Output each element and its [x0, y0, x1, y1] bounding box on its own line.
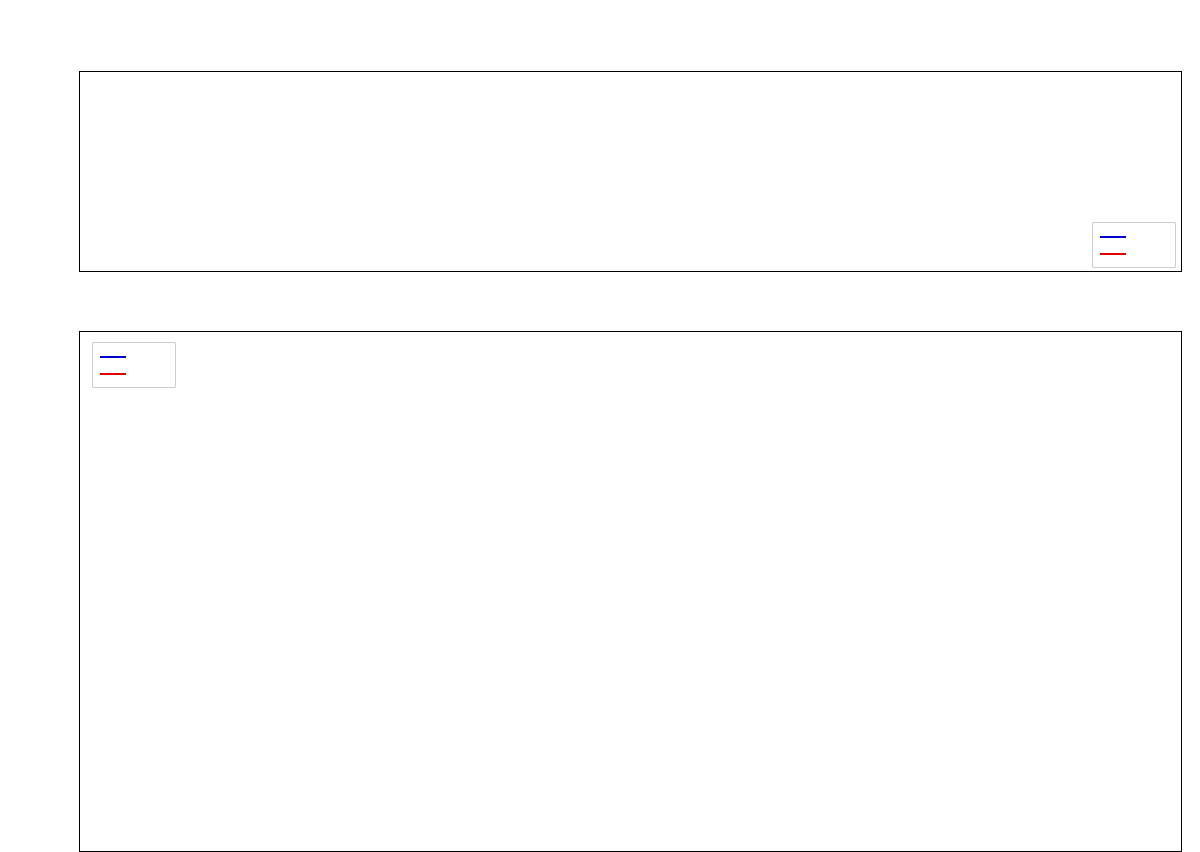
legend-swatch-high: [1100, 235, 1126, 238]
legend-row-low: [100, 365, 168, 382]
legend-swatch-low: [1100, 252, 1126, 255]
legend-row-high: [1100, 228, 1168, 245]
legend-row-high: [100, 348, 168, 365]
legend-swatch-high: [100, 355, 126, 358]
overview-chart-panel: [0, 0, 1200, 320]
overview-legend: [1092, 222, 1176, 268]
legend-row-low: [1100, 245, 1168, 262]
zoom-chart-panel: [0, 320, 1200, 852]
overview-plot-svg: [80, 72, 1182, 272]
overview-plot-area: [79, 71, 1182, 272]
zoom-plot-area: [79, 331, 1182, 852]
zoom-plot-svg: [80, 332, 1182, 852]
legend-swatch-low: [100, 372, 126, 375]
zoom-legend: [92, 342, 176, 388]
